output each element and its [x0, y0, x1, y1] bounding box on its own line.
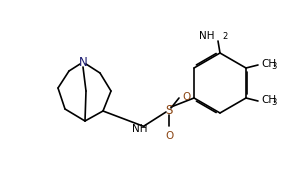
Text: CH: CH [261, 59, 276, 69]
Text: O: O [182, 92, 190, 102]
Text: 3: 3 [271, 62, 276, 71]
Text: CH: CH [261, 95, 276, 105]
Text: N: N [79, 56, 87, 69]
Text: NH: NH [199, 30, 214, 41]
Text: S: S [165, 104, 173, 117]
Text: NH: NH [132, 124, 148, 134]
Text: O: O [165, 131, 173, 141]
Text: 3: 3 [271, 98, 276, 107]
Text: 2: 2 [222, 31, 227, 41]
